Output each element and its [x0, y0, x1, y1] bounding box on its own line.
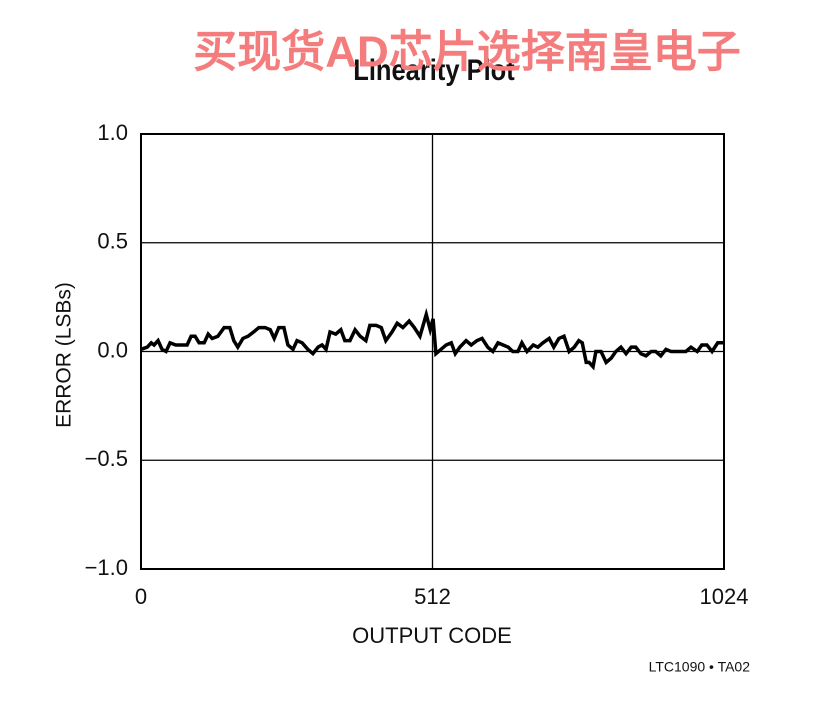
- y-axis-label: ERROR (LSBs): [53, 282, 76, 428]
- y-tick-label: 0.5: [97, 229, 128, 254]
- x-tick-label: 0: [135, 584, 147, 609]
- y-tick-label: 0.0: [97, 337, 128, 362]
- data-line: [140, 307, 724, 371]
- watermark: 买现货AD芯片选择南皇电子: [193, 28, 741, 77]
- x-tick-label: 512: [414, 584, 451, 609]
- chart-title: Linearity Plot: [353, 53, 514, 86]
- y-tick-label: −0.5: [85, 446, 128, 471]
- figure-note: LTC1090 • TA02: [649, 659, 751, 675]
- x-axis-label: OUTPUT CODE: [352, 623, 512, 648]
- plot-border: [140, 133, 725, 570]
- y-tick-label: −1.0: [85, 555, 128, 580]
- y-tick-label: 1.0: [97, 120, 128, 145]
- x-tick-label: 1024: [700, 584, 749, 609]
